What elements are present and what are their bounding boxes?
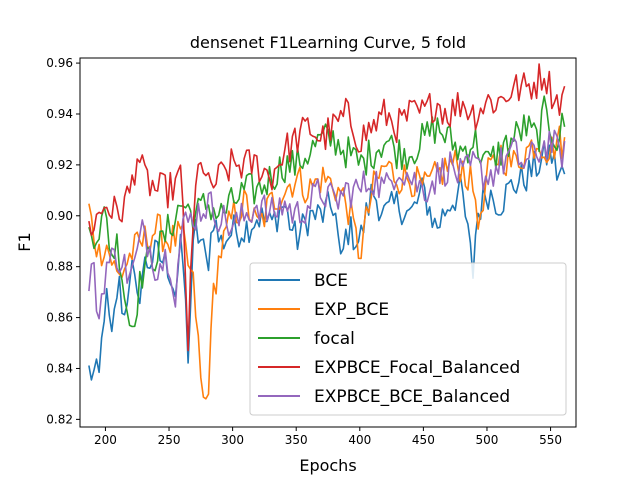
y-tick-label: 0.96 [46, 56, 73, 70]
chart-title: densenet F1Learning Curve, 5 fold [190, 33, 466, 52]
legend-label: EXPBCE_BCE_Balanced [314, 387, 510, 407]
series-line-3 [88, 63, 566, 352]
x-axis-label: Epochs [299, 456, 356, 475]
legend-label: EXPBCE_Focal_Balanced [314, 358, 520, 378]
y-tick-label: 0.84 [46, 361, 73, 375]
x-tick-label: 300 [221, 433, 244, 447]
x-tick-label: 500 [476, 433, 499, 447]
y-tick-label: 0.92 [46, 158, 73, 172]
y-axis-ticks: 0.82 0.84 0.86 0.88 0.90 0.92 0.94 0.96 [46, 56, 80, 426]
series-line-4 [88, 129, 566, 320]
plot-frame [79, 57, 577, 428]
series-group [88, 63, 566, 400]
legend-label: EXP_BCE [314, 300, 389, 320]
x-tick-label: 450 [412, 433, 435, 447]
x-tick-label: 400 [348, 433, 371, 447]
x-tick-label: 550 [539, 433, 562, 447]
x-tick-label: 200 [94, 433, 117, 447]
legend-label: focal [314, 329, 355, 349]
legend-box [249, 262, 567, 416]
y-tick-label: 0.88 [46, 260, 73, 274]
y-tick-label: 0.86 [46, 311, 73, 325]
y-axis-label: F1 [15, 232, 34, 251]
y-tick-label: 0.94 [46, 107, 73, 121]
series-line-1 [88, 125, 566, 400]
y-tick-label: 0.82 [46, 412, 73, 426]
x-axis-ticks: 200 250 300 350 400 450 500 550 [94, 427, 562, 447]
x-tick-label: 350 [285, 433, 308, 447]
legend-label: BCE [314, 271, 348, 291]
x-tick-label: 250 [158, 433, 181, 447]
y-tick-label: 0.90 [46, 209, 73, 223]
